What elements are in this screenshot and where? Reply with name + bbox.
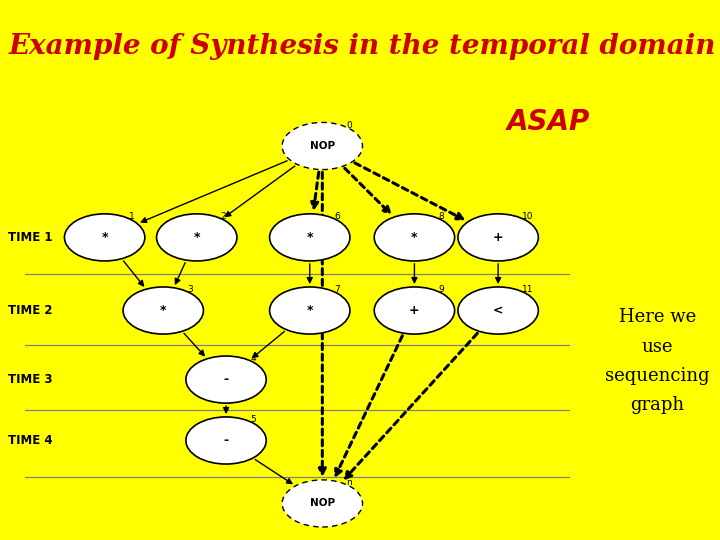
Ellipse shape <box>374 214 454 261</box>
Text: *: * <box>411 231 418 244</box>
Ellipse shape <box>186 417 266 464</box>
Text: TIME 1: TIME 1 <box>9 231 53 244</box>
Text: 5: 5 <box>250 415 256 424</box>
Text: n: n <box>346 478 352 487</box>
Text: 8: 8 <box>438 212 444 221</box>
Text: 1: 1 <box>129 212 135 221</box>
Text: -: - <box>223 373 229 386</box>
Ellipse shape <box>65 214 145 261</box>
Ellipse shape <box>282 123 362 170</box>
Text: 3: 3 <box>187 285 193 294</box>
Text: Here we
use
sequencing
graph: Here we use sequencing graph <box>605 308 709 414</box>
Ellipse shape <box>282 480 362 527</box>
Ellipse shape <box>374 287 454 334</box>
Text: *: * <box>194 231 200 244</box>
Ellipse shape <box>458 214 539 261</box>
Text: ASAP: ASAP <box>507 107 590 136</box>
Ellipse shape <box>123 287 204 334</box>
Ellipse shape <box>269 287 350 334</box>
Text: *: * <box>102 231 108 244</box>
Text: Example of Synthesis in the temporal domain: Example of Synthesis in the temporal dom… <box>9 33 716 60</box>
Text: 2: 2 <box>221 212 227 221</box>
Text: TIME 4: TIME 4 <box>9 434 53 447</box>
Text: 0: 0 <box>346 120 352 130</box>
Text: 7: 7 <box>334 285 340 294</box>
Text: 10: 10 <box>522 212 534 221</box>
Text: *: * <box>160 304 166 317</box>
Text: TIME 3: TIME 3 <box>9 373 53 386</box>
Ellipse shape <box>458 287 539 334</box>
Ellipse shape <box>186 356 266 403</box>
Ellipse shape <box>269 214 350 261</box>
Text: <: < <box>493 304 503 317</box>
Text: -: - <box>223 434 229 447</box>
Text: +: + <box>409 304 420 317</box>
Ellipse shape <box>156 214 237 261</box>
Text: TIME 2: TIME 2 <box>9 304 53 317</box>
Text: 6: 6 <box>334 212 340 221</box>
Text: NOP: NOP <box>310 498 335 509</box>
Text: 4: 4 <box>250 354 256 363</box>
Text: *: * <box>307 231 313 244</box>
Text: 11: 11 <box>522 285 534 294</box>
Text: 9: 9 <box>438 285 444 294</box>
Text: *: * <box>307 304 313 317</box>
Text: NOP: NOP <box>310 141 335 151</box>
Text: +: + <box>492 231 503 244</box>
